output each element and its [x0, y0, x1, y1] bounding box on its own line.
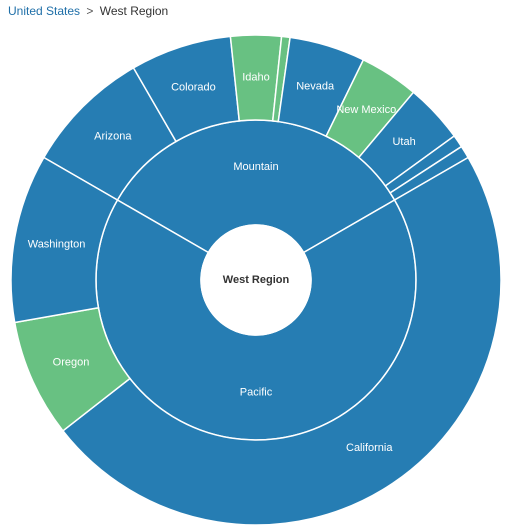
sunburst-chart[interactable]: MountainPacificArizonaColoradoIdahoNevad…	[0, 0, 512, 529]
breadcrumb-root-link[interactable]: United States	[8, 4, 80, 18]
center-circle[interactable]	[201, 225, 311, 335]
breadcrumb-separator: >	[86, 4, 93, 18]
breadcrumb-current: West Region	[100, 4, 168, 18]
breadcrumb: United States > West Region	[8, 4, 168, 18]
